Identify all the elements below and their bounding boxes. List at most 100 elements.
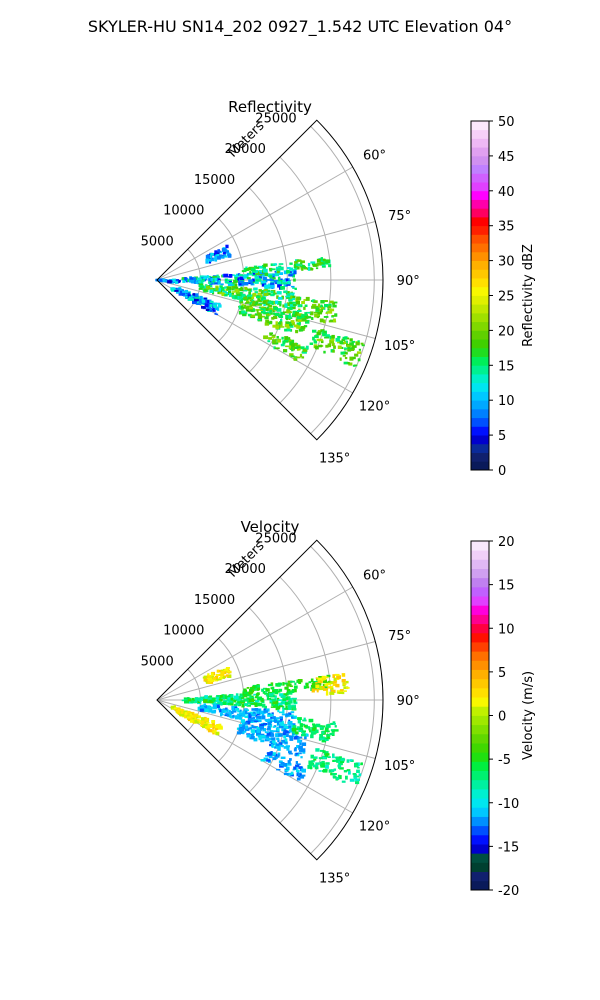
echo-cell bbox=[272, 324, 277, 328]
colorbar-tick-label: -10 bbox=[498, 797, 519, 812]
echo-cell bbox=[289, 348, 293, 350]
echo-cell bbox=[286, 683, 291, 687]
echo-cell bbox=[223, 254, 227, 257]
echo-cell bbox=[279, 720, 284, 725]
echo-cell bbox=[256, 719, 262, 723]
echo-cell bbox=[289, 267, 294, 271]
echo-cell bbox=[308, 718, 314, 723]
echo-cell bbox=[212, 731, 215, 735]
echo-cell bbox=[210, 252, 214, 256]
echo-cell bbox=[219, 709, 223, 713]
echo-cell bbox=[267, 726, 271, 730]
echo-cell bbox=[254, 708, 259, 712]
echo-region bbox=[236, 719, 309, 759]
echo-cell bbox=[249, 695, 252, 699]
echo-cell bbox=[250, 703, 255, 705]
echo-cell bbox=[286, 293, 291, 296]
echo-cell bbox=[276, 295, 279, 299]
echo-cell bbox=[307, 764, 313, 769]
echo-cell bbox=[280, 701, 284, 704]
echo-cell bbox=[303, 685, 307, 689]
echo-cell bbox=[271, 698, 276, 702]
colorbar-tick-label: 35 bbox=[498, 220, 515, 235]
echo-cell bbox=[279, 711, 284, 714]
echo-cell bbox=[217, 678, 222, 681]
echo-cell bbox=[240, 293, 243, 297]
echo-cell bbox=[210, 309, 213, 312]
echo-cell bbox=[274, 743, 278, 747]
echo-cell bbox=[257, 734, 261, 738]
echo-cell bbox=[298, 766, 302, 769]
echo-cell bbox=[214, 312, 217, 315]
echo-cell bbox=[326, 682, 332, 685]
echo-cell bbox=[167, 280, 172, 284]
echo-cell bbox=[332, 304, 337, 308]
echo-cell bbox=[355, 775, 360, 778]
echo-cell bbox=[219, 698, 223, 702]
azimuth-tick-label: 75° bbox=[388, 209, 411, 224]
echo-cell bbox=[184, 712, 188, 715]
echo-cell bbox=[241, 310, 246, 314]
echo-cell bbox=[318, 344, 322, 348]
echo-cell bbox=[290, 697, 294, 700]
echo-cell bbox=[294, 344, 298, 346]
echo-cell bbox=[202, 725, 207, 729]
echo-cell bbox=[243, 296, 248, 300]
colorbar-swatch bbox=[471, 147, 489, 157]
echo-cell bbox=[208, 287, 213, 290]
echo-cell bbox=[242, 731, 245, 735]
echo-cell bbox=[334, 673, 340, 676]
echo-cell bbox=[256, 295, 261, 299]
echo-cell bbox=[216, 274, 219, 277]
echo-cell bbox=[321, 265, 326, 268]
echo-cell bbox=[322, 258, 326, 262]
echo-cell bbox=[219, 676, 222, 679]
echo-cell bbox=[326, 737, 331, 740]
echo-cell bbox=[273, 315, 278, 319]
echo-cell bbox=[280, 266, 284, 271]
echo-cell bbox=[348, 770, 351, 775]
echo-cell bbox=[226, 250, 230, 253]
echo-cell bbox=[260, 726, 264, 730]
echo-cell bbox=[211, 731, 215, 733]
echo-cell bbox=[286, 296, 291, 299]
echo-cell bbox=[245, 309, 250, 312]
echo-cell bbox=[216, 704, 220, 709]
echo-cell bbox=[239, 294, 242, 297]
echo-cell bbox=[273, 300, 277, 305]
echo-cell bbox=[294, 682, 297, 685]
echo-cell bbox=[289, 737, 294, 741]
colorbar-swatch bbox=[471, 825, 489, 836]
echo-cell bbox=[243, 688, 247, 692]
echo-cell bbox=[244, 722, 248, 725]
range-tick-label: 10000 bbox=[163, 204, 204, 219]
echo-cell bbox=[336, 760, 339, 763]
colorbar-swatch bbox=[471, 121, 489, 131]
echo-cell bbox=[253, 737, 258, 742]
echo-cell bbox=[287, 306, 292, 311]
echo-cell bbox=[239, 709, 242, 712]
echo-cell bbox=[210, 701, 216, 704]
echo-cell bbox=[276, 768, 281, 771]
echo-cell bbox=[285, 295, 289, 298]
echo-cell bbox=[189, 713, 192, 716]
echo-cell bbox=[291, 689, 295, 693]
azimuth-tick-label: 60° bbox=[363, 568, 386, 583]
echo-cell bbox=[291, 321, 295, 326]
echo-cell bbox=[295, 734, 298, 737]
echo-cell bbox=[303, 717, 306, 721]
echo-cell bbox=[327, 756, 331, 758]
echo-cell bbox=[355, 778, 360, 782]
echo-cell bbox=[300, 756, 303, 759]
echo-cell bbox=[195, 281, 198, 284]
echo-cell bbox=[269, 267, 273, 271]
echo-cell bbox=[230, 712, 234, 714]
echo-cell bbox=[260, 308, 265, 311]
echo-cell bbox=[249, 711, 254, 716]
echo-cell bbox=[296, 344, 301, 347]
echo-cell bbox=[216, 697, 219, 701]
echo-cell bbox=[244, 703, 249, 706]
echo-cell bbox=[267, 698, 272, 700]
echo-cell bbox=[238, 727, 244, 732]
